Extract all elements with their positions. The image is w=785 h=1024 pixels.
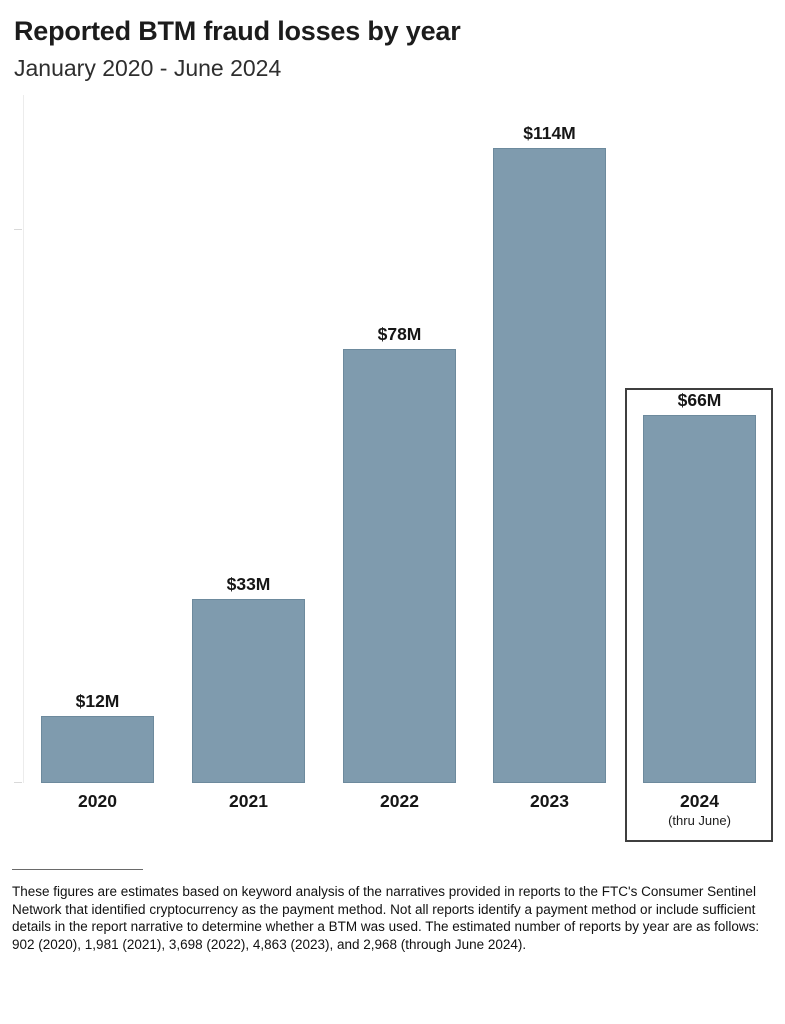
bar-2020 xyxy=(41,716,154,783)
bar-chart: $12M 2020 $33M 2021 $78M 2022 $114M 2023 $66M 202… xyxy=(0,95,785,860)
footnote: These figures are estimates based on key… xyxy=(12,869,772,953)
value-label-2022: $78M xyxy=(377,324,422,344)
axis-label-2020: 2020 xyxy=(78,791,117,811)
footnote-divider xyxy=(12,869,143,870)
axis-label-2021: 2021 xyxy=(229,791,268,811)
bar-2022 xyxy=(343,349,456,783)
y-axis-line xyxy=(23,95,24,783)
y-axis-tick xyxy=(14,229,22,230)
chart-title: Reported BTM fraud losses by year xyxy=(14,16,461,46)
bar-2021 xyxy=(192,599,305,783)
axis-label-2024: 2024 (thru June) xyxy=(668,791,731,828)
value-label-2023: $114M xyxy=(523,123,576,143)
highlight-box-2024 xyxy=(625,388,773,842)
value-label-2021: $33M xyxy=(226,574,271,594)
value-label-2024: $66M xyxy=(677,390,722,410)
chart-subtitle: January 2020 - June 2024 xyxy=(14,55,282,81)
bar-2023 xyxy=(493,148,606,783)
y-axis-tick xyxy=(14,782,22,783)
bar-2024 xyxy=(643,415,756,783)
axis-label-2023: 2023 xyxy=(530,791,569,811)
axis-label-2022: 2022 xyxy=(380,791,419,811)
value-label-2020: $12M xyxy=(75,691,120,711)
footnote-text: These figures are estimates based on key… xyxy=(12,884,760,952)
